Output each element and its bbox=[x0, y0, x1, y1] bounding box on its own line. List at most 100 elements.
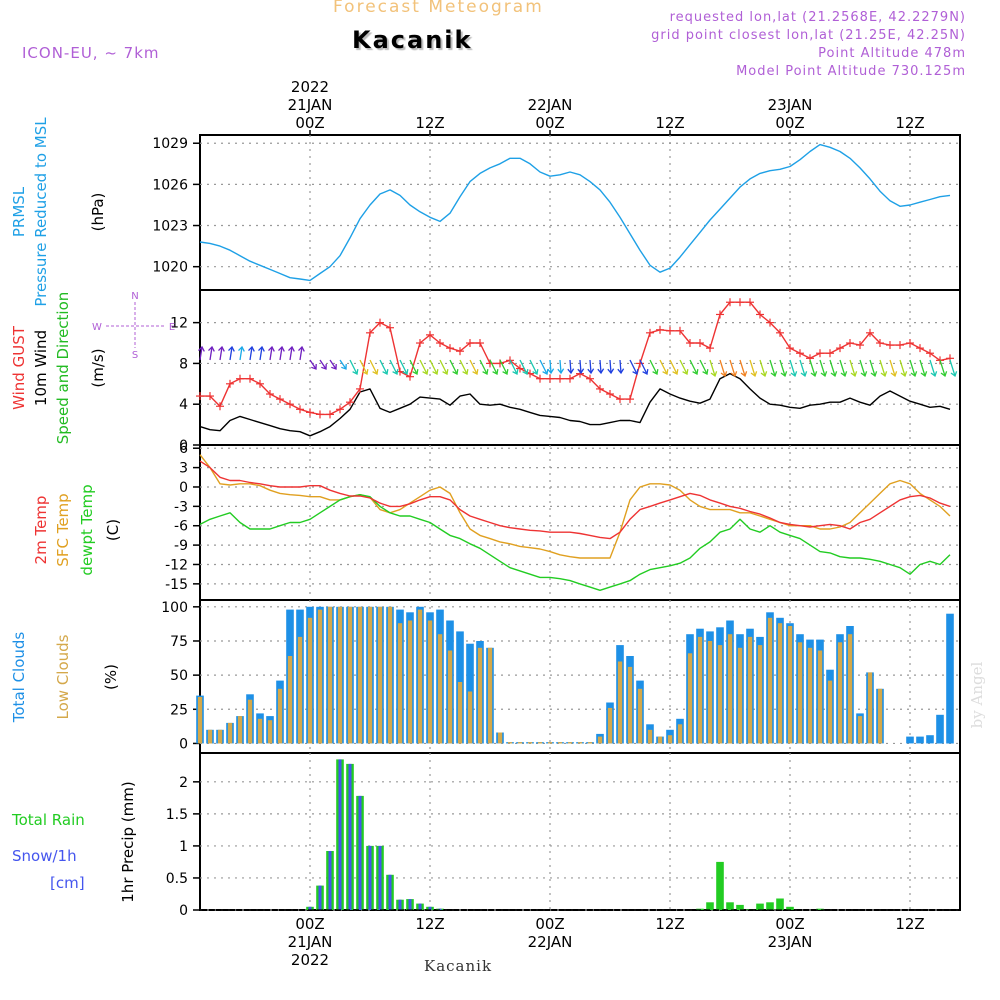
arrow-shaft bbox=[949, 359, 956, 377]
arrow-head bbox=[930, 371, 938, 378]
low-cloud-bar bbox=[267, 720, 273, 744]
arrow-head bbox=[218, 345, 225, 352]
snow-bar bbox=[358, 795, 362, 910]
t2m-line bbox=[199, 460, 951, 540]
wind-direction-arrow bbox=[949, 359, 958, 378]
y-tick-label: 50 bbox=[170, 668, 188, 684]
arrow-shaft bbox=[899, 359, 906, 377]
low-cloud-bar bbox=[197, 697, 203, 744]
y-tick-label: 0 bbox=[179, 903, 188, 919]
wind-direction-arrow bbox=[759, 359, 768, 378]
arrow-head bbox=[268, 345, 275, 352]
gust-marker bbox=[776, 328, 784, 337]
arrow-head bbox=[331, 363, 337, 370]
snow-bar bbox=[368, 845, 372, 910]
snow-bar bbox=[408, 899, 412, 910]
y-tick-label: 1020 bbox=[152, 260, 188, 276]
arrow-shaft bbox=[399, 359, 408, 375]
arrow-shaft bbox=[409, 359, 418, 375]
gust-marker bbox=[766, 318, 774, 327]
y-tick-label: 6 bbox=[179, 441, 188, 457]
low-cloud-bar bbox=[527, 742, 533, 744]
y-tick-label: 1029 bbox=[152, 136, 188, 152]
arrow-shaft bbox=[679, 359, 688, 375]
arrow-head bbox=[587, 368, 595, 375]
arrow-shaft bbox=[239, 346, 243, 361]
sfc-temp-line bbox=[199, 454, 951, 559]
gust-marker bbox=[926, 349, 934, 358]
low-cloud-bar bbox=[647, 729, 653, 744]
total-cloud-bar bbox=[916, 736, 924, 744]
low-cloud-bar bbox=[837, 642, 843, 744]
low-cloud-bar bbox=[437, 634, 443, 744]
arrow-shaft bbox=[849, 359, 856, 377]
y-tick-label: -15 bbox=[165, 577, 188, 593]
gust-marker bbox=[376, 318, 384, 327]
wind-direction-arrow bbox=[529, 359, 539, 375]
low-cloud-bar bbox=[397, 623, 403, 744]
compass-w: W bbox=[92, 322, 102, 333]
y-tick-label: 12 bbox=[170, 316, 188, 332]
snow-bar bbox=[338, 759, 342, 910]
arrow-head bbox=[750, 371, 758, 378]
arrow-head bbox=[880, 371, 888, 378]
gust-marker bbox=[716, 310, 724, 319]
pressure-label-2: Pressure Reduced to MSL bbox=[32, 117, 50, 307]
arrow-shaft bbox=[689, 359, 698, 375]
arrow-shaft bbox=[229, 346, 233, 361]
arrow-head bbox=[900, 371, 908, 378]
arrow-head bbox=[472, 368, 479, 375]
low-cloud-bar bbox=[237, 716, 243, 744]
panel-temperature: -15 -12 -9 -6 -3 0 3 6 bbox=[165, 441, 961, 601]
footer-location: Kacanik bbox=[424, 957, 493, 975]
arrow-shaft bbox=[669, 359, 678, 375]
wind-direction-arrow bbox=[519, 359, 529, 375]
snow-bar bbox=[428, 906, 432, 910]
wind-direction-arrow bbox=[429, 359, 439, 375]
arrow-head bbox=[730, 371, 738, 378]
low-cloud-bar bbox=[257, 718, 263, 744]
gust-marker bbox=[276, 395, 284, 404]
arrow-head bbox=[840, 371, 848, 378]
gust-marker bbox=[386, 323, 394, 332]
wind-label-dir: Speed and Direction bbox=[54, 292, 72, 445]
low-cloud-bar bbox=[667, 735, 673, 744]
supertitle: Forecast Meteogram bbox=[333, 0, 544, 17]
wind-direction-arrow bbox=[699, 359, 709, 375]
wind-label-wind: 10m Wind bbox=[32, 330, 50, 406]
arrow-shaft bbox=[439, 359, 448, 375]
gust-marker bbox=[196, 392, 204, 401]
arrow-head bbox=[920, 371, 928, 378]
arrow-shaft bbox=[389, 359, 398, 375]
arrow-shaft bbox=[799, 359, 806, 377]
panel-frame bbox=[199, 752, 961, 911]
snow-bar bbox=[378, 845, 382, 910]
pressure-label-1: PRMSL bbox=[10, 186, 28, 237]
gust-marker bbox=[326, 410, 334, 419]
gust-marker bbox=[746, 298, 754, 307]
wind-direction-arrow bbox=[617, 359, 625, 375]
y-tick-label: -9 bbox=[174, 538, 188, 554]
wind-direction-arrow bbox=[298, 345, 305, 361]
arrow-head bbox=[710, 371, 718, 378]
bottom-time-label: 00Z bbox=[535, 915, 564, 933]
wind-direction-arrow bbox=[889, 359, 898, 378]
wind-direction-arrow bbox=[547, 359, 555, 375]
arrow-head bbox=[452, 368, 459, 375]
gust-marker bbox=[646, 328, 654, 337]
wind-direction-arrow bbox=[849, 359, 858, 378]
wind-direction-arrow bbox=[509, 359, 519, 375]
wind-direction-arrow bbox=[577, 359, 585, 375]
wind-direction-arrow bbox=[479, 359, 489, 375]
wind-direction-arrow bbox=[679, 359, 689, 375]
low-cloud-bar bbox=[827, 680, 833, 744]
wind-direction-arrow bbox=[879, 359, 888, 378]
gust-marker bbox=[666, 326, 674, 335]
gust-marker bbox=[756, 310, 764, 319]
arrow-head bbox=[288, 345, 295, 352]
low-cloud-bar bbox=[477, 647, 483, 744]
wind-direction-arrow bbox=[389, 359, 399, 375]
arrow-head bbox=[442, 368, 449, 375]
wind-direction-arrow bbox=[919, 359, 928, 378]
wind-direction-arrow bbox=[859, 359, 868, 378]
